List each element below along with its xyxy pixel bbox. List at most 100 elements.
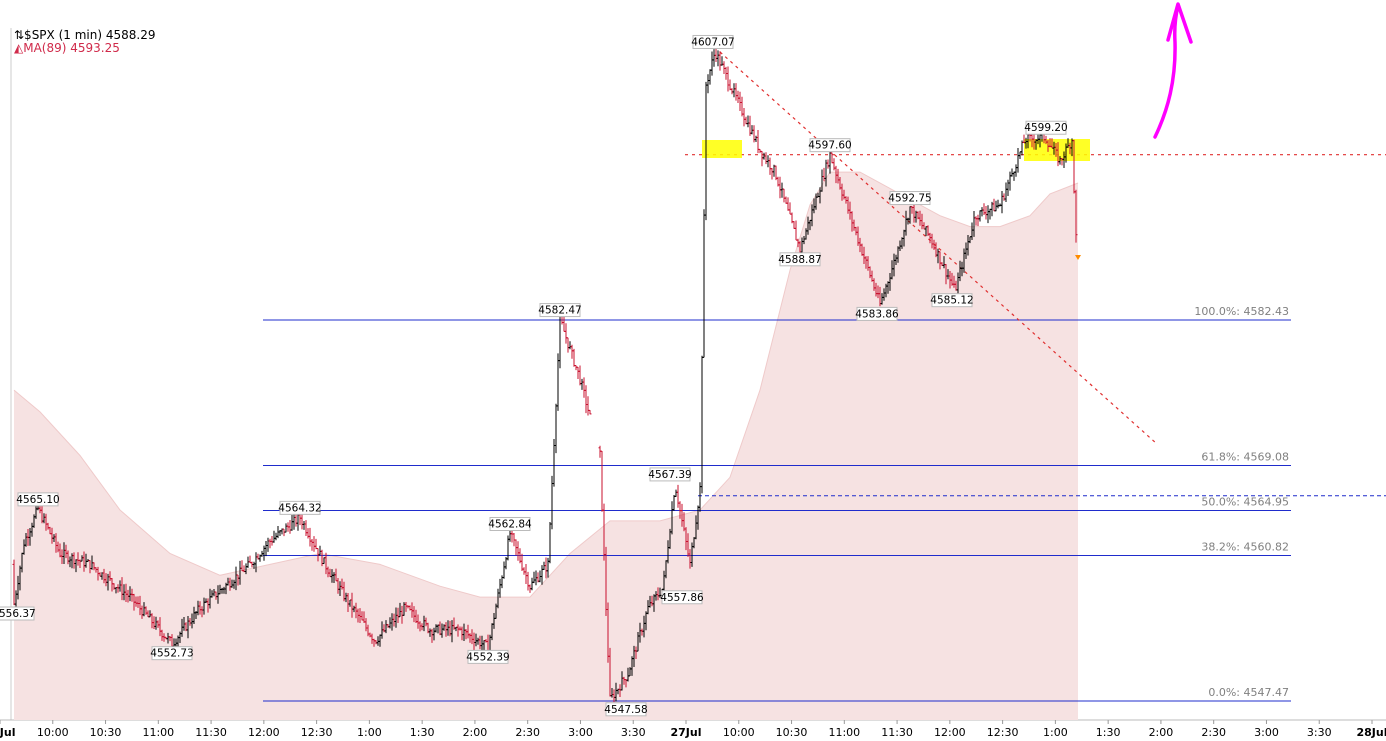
price-bar (262, 545, 266, 561)
x-tick-label: 12:00 (248, 726, 280, 739)
fib-retracement: 100.0%: 4582.43 61.8%: 4569.08 50.0%: 4564… (263, 305, 1291, 702)
price-bar (750, 125, 754, 135)
price-bar (264, 541, 268, 557)
price-label: 4592.75 (888, 191, 932, 206)
price-bars (12, 48, 1081, 703)
price-bar (556, 353, 560, 411)
price-bar (708, 69, 712, 85)
x-tick-label: 12:00 (934, 726, 966, 739)
price-bar (706, 74, 710, 94)
x-tick-label: 10:30 (776, 726, 808, 739)
price-label-text: 4565.10 (16, 494, 59, 506)
fib-label: 61.8%: 4569.08 (1201, 450, 1289, 463)
x-tick-label: 2:00 (1149, 726, 1174, 739)
price-label-text: 4567.39 (648, 469, 691, 481)
price-bar (986, 205, 990, 224)
price-bar (744, 116, 748, 125)
price-bar (294, 514, 298, 527)
price-bar (1010, 168, 1014, 177)
price-bar (980, 207, 984, 217)
price-bar (566, 337, 570, 353)
price-label-box (856, 306, 898, 321)
price-label-box (539, 303, 581, 318)
price-bar (1004, 182, 1008, 202)
price-bar (540, 565, 544, 585)
price-bar (766, 155, 770, 168)
price-bar (786, 197, 790, 211)
x-tick-label: 2:00 (463, 726, 488, 739)
price-label-box (649, 467, 691, 482)
price-bar (976, 214, 980, 226)
price-bar (726, 66, 730, 92)
price-bar (792, 221, 796, 229)
price-bar (732, 83, 736, 98)
price-label: 4597.60 (808, 138, 852, 153)
price-bar (1012, 171, 1016, 181)
x-tick-label: 26Jul (0, 726, 16, 739)
price-label-box (889, 191, 931, 206)
price-bar (248, 555, 252, 564)
price-bar (728, 79, 732, 91)
price-label: 4562.84 (488, 516, 532, 531)
x-tick-label: 10:00 (37, 726, 69, 739)
x-tick-label: 3:00 (1254, 726, 1279, 739)
price-label-text: 4583.86 (855, 308, 899, 320)
x-tick-label: 1:00 (357, 726, 382, 739)
price-bar (740, 96, 744, 117)
price-bar (564, 323, 568, 344)
x-tick-label: 10:30 (90, 726, 122, 739)
x-axis: 26Jul 10:00 10:30 11:00 11:30 12:00 12:30 1:00 1… (0, 720, 1386, 739)
price-bar (746, 115, 750, 128)
price-bar (1018, 151, 1022, 159)
price-bar (586, 396, 590, 416)
price-bar (272, 530, 276, 543)
price-bar (552, 439, 556, 487)
price-label-text: 4592.75 (888, 193, 931, 205)
x-tick-label: 28Jul (1356, 726, 1386, 739)
price-label: 4585.12 (930, 293, 974, 308)
price-label-text: 4607.07 (691, 36, 734, 48)
x-tick-label: 11:30 (881, 726, 913, 739)
price-bar (768, 157, 772, 175)
price-bar (702, 209, 706, 358)
price-bar (712, 49, 716, 67)
price-label-box (17, 492, 59, 507)
price-bar (992, 198, 996, 212)
x-tick-label: 1:30 (410, 726, 435, 739)
up-arrow-head (1166, 2, 1193, 44)
fib-label: 0.0%: 4547.47 (1208, 686, 1289, 699)
price-bar (742, 108, 746, 127)
price-bar (794, 220, 798, 241)
price-bar (710, 51, 714, 76)
price-label: 4552.39 (466, 649, 510, 664)
price-bar (1074, 189, 1078, 243)
price-bar (568, 341, 572, 350)
price-bar (674, 489, 678, 497)
price-label: 4565.10 (16, 492, 60, 507)
price-bar (714, 48, 718, 62)
highlight-left (702, 140, 742, 158)
price-label: 4599.20 (1024, 120, 1068, 135)
price-bar (764, 152, 768, 165)
price-label: 4547.58 (604, 702, 648, 717)
price-bar (760, 150, 764, 167)
price-bar (314, 538, 318, 550)
x-tick-label: 12:30 (301, 726, 333, 739)
ma-area (13, 171, 1079, 721)
price-bar (600, 450, 604, 512)
price-bar (988, 208, 992, 220)
price-bar (266, 537, 270, 552)
x-tick-label: 2:30 (515, 726, 540, 739)
x-tick-label: 3:00 (568, 726, 593, 739)
up-arrow-stroke (1153, 4, 1180, 139)
price-bar (738, 91, 742, 111)
ma-line (13, 171, 1079, 598)
price-bar (716, 50, 720, 67)
price-bar (672, 495, 676, 511)
price-bar (974, 216, 978, 226)
price-bar (544, 557, 548, 579)
price-bar (516, 541, 520, 561)
price-bar (290, 515, 294, 531)
price-bar (1014, 164, 1018, 177)
price-bar (288, 520, 292, 534)
